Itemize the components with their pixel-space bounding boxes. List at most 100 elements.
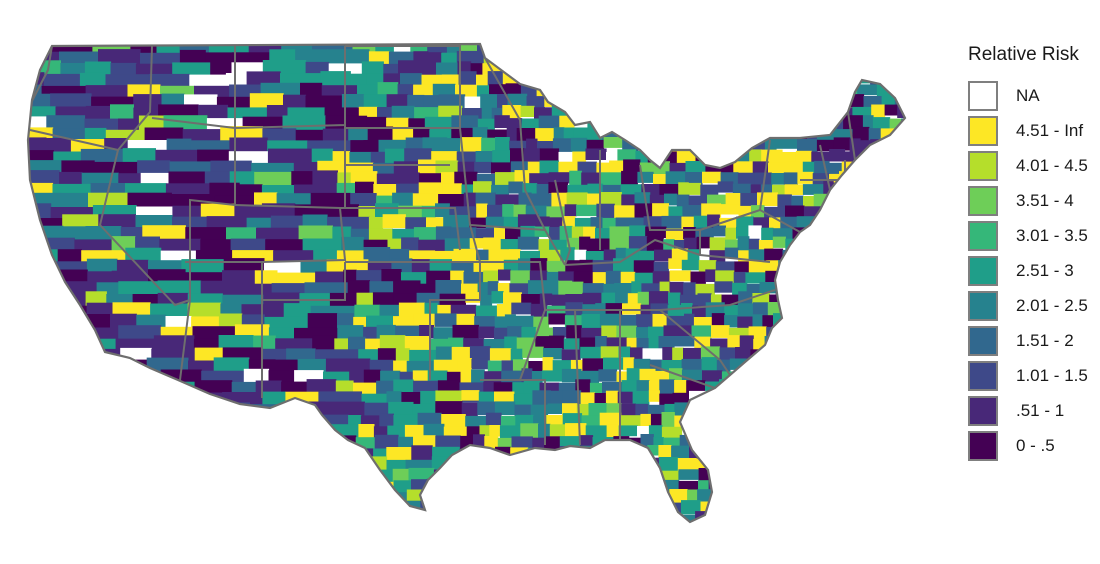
county bbox=[717, 161, 734, 173]
legend-rows: NA 4.51 - Inf 4.01 - 4.5 3.51 - 4 3.01 - 3.5… bbox=[968, 78, 1098, 463]
county bbox=[504, 314, 516, 332]
county bbox=[354, 456, 370, 471]
county bbox=[912, 105, 924, 121]
county bbox=[495, 137, 510, 154]
county bbox=[157, 501, 193, 522]
county bbox=[418, 159, 437, 177]
county bbox=[157, 414, 197, 439]
county bbox=[839, 404, 859, 423]
county bbox=[736, 226, 750, 239]
county bbox=[637, 426, 650, 437]
county bbox=[130, 425, 159, 450]
county bbox=[735, 62, 749, 77]
county bbox=[747, 413, 768, 432]
county bbox=[28, 338, 45, 369]
county bbox=[404, 148, 432, 163]
county bbox=[723, 49, 736, 65]
county bbox=[602, 511, 625, 522]
county bbox=[751, 116, 766, 135]
county bbox=[28, 271, 53, 309]
county bbox=[781, 456, 794, 472]
county bbox=[494, 227, 506, 245]
county bbox=[748, 238, 760, 253]
county bbox=[471, 358, 489, 370]
county bbox=[603, 137, 623, 148]
county bbox=[867, 206, 884, 219]
county bbox=[806, 478, 827, 490]
county bbox=[477, 401, 496, 416]
county bbox=[791, 347, 811, 367]
county bbox=[726, 105, 745, 119]
county bbox=[614, 502, 627, 517]
county bbox=[626, 368, 641, 382]
county bbox=[365, 481, 382, 497]
county bbox=[865, 269, 880, 285]
county bbox=[714, 281, 733, 293]
county bbox=[460, 489, 474, 501]
county bbox=[576, 204, 597, 217]
county bbox=[807, 357, 823, 372]
state-border bbox=[179, 299, 191, 381]
county bbox=[664, 51, 677, 67]
county bbox=[307, 470, 334, 505]
county bbox=[907, 215, 923, 227]
county bbox=[450, 526, 474, 543]
county bbox=[734, 261, 750, 274]
county bbox=[61, 426, 88, 463]
county bbox=[595, 336, 608, 349]
state-border bbox=[234, 204, 347, 398]
county bbox=[829, 282, 845, 300]
county bbox=[622, 303, 642, 315]
county bbox=[548, 182, 568, 194]
county bbox=[857, 84, 878, 96]
county bbox=[789, 412, 804, 426]
county bbox=[776, 390, 792, 405]
county bbox=[645, 44, 658, 55]
county bbox=[604, 106, 622, 121]
county bbox=[862, 446, 880, 465]
county bbox=[28, 512, 52, 522]
county bbox=[118, 523, 143, 559]
county bbox=[885, 480, 905, 497]
county bbox=[552, 71, 564, 87]
county bbox=[601, 292, 616, 304]
county bbox=[843, 349, 862, 360]
county bbox=[826, 425, 839, 437]
county bbox=[47, 327, 79, 366]
county bbox=[800, 403, 818, 421]
county bbox=[729, 83, 746, 95]
county bbox=[181, 457, 215, 479]
county bbox=[684, 74, 699, 90]
county bbox=[578, 61, 591, 74]
county bbox=[853, 524, 870, 535]
state-border bbox=[345, 261, 481, 380]
county bbox=[882, 468, 903, 485]
legend-item: .51 - 1 bbox=[968, 393, 1098, 428]
county bbox=[208, 435, 234, 459]
county bbox=[840, 390, 858, 408]
county bbox=[765, 457, 783, 468]
county bbox=[487, 281, 499, 300]
county bbox=[724, 315, 738, 328]
county bbox=[561, 513, 581, 522]
county bbox=[254, 426, 292, 461]
county bbox=[530, 258, 548, 271]
county bbox=[796, 359, 809, 371]
county bbox=[768, 404, 787, 418]
county bbox=[665, 105, 676, 117]
county bbox=[725, 239, 739, 251]
county bbox=[489, 523, 507, 542]
county bbox=[469, 238, 484, 249]
county bbox=[681, 358, 703, 374]
county bbox=[725, 457, 747, 475]
county bbox=[669, 270, 692, 282]
county bbox=[513, 204, 527, 218]
county bbox=[878, 337, 890, 352]
legend-item: 0 - .5 bbox=[968, 428, 1098, 463]
county bbox=[563, 522, 579, 540]
county bbox=[793, 73, 811, 91]
county bbox=[675, 325, 693, 339]
county bbox=[472, 127, 488, 139]
county bbox=[248, 415, 281, 453]
county bbox=[642, 348, 663, 362]
